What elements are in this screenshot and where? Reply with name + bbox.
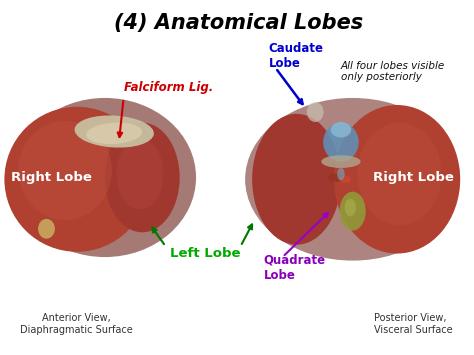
Text: (4) Anatomical Lobes: (4) Anatomical Lobes <box>114 13 363 33</box>
Text: Quadrate
Lobe: Quadrate Lobe <box>264 254 326 282</box>
Ellipse shape <box>337 168 345 180</box>
Ellipse shape <box>339 192 366 230</box>
Ellipse shape <box>117 138 164 209</box>
Ellipse shape <box>245 98 460 261</box>
Ellipse shape <box>307 102 324 122</box>
Ellipse shape <box>323 123 359 162</box>
Ellipse shape <box>345 199 356 217</box>
Ellipse shape <box>4 107 149 252</box>
Ellipse shape <box>357 123 441 225</box>
Text: Anterior View,
Diaphragmatic Surface: Anterior View, Diaphragmatic Surface <box>20 313 133 335</box>
Text: Caudate
Lobe: Caudate Lobe <box>268 42 323 70</box>
Text: All four lobes visible
only posteriorly: All four lobes visible only posteriorly <box>341 61 445 82</box>
Ellipse shape <box>38 219 55 239</box>
Text: Right Lobe: Right Lobe <box>11 171 91 184</box>
Ellipse shape <box>340 176 351 183</box>
Text: Posterior View,
Visceral Surface: Posterior View, Visceral Surface <box>374 313 452 335</box>
Ellipse shape <box>252 114 341 245</box>
Ellipse shape <box>18 121 112 220</box>
Ellipse shape <box>86 122 142 144</box>
Ellipse shape <box>105 123 180 232</box>
Ellipse shape <box>74 115 154 148</box>
Ellipse shape <box>334 105 460 253</box>
Text: Right Lobe: Right Lobe <box>373 171 454 184</box>
Ellipse shape <box>14 98 196 257</box>
Ellipse shape <box>331 122 351 137</box>
Text: Left Lobe: Left Lobe <box>170 247 241 260</box>
Ellipse shape <box>321 155 361 168</box>
Ellipse shape <box>328 173 345 182</box>
Text: Falciform Lig.: Falciform Lig. <box>124 81 213 94</box>
